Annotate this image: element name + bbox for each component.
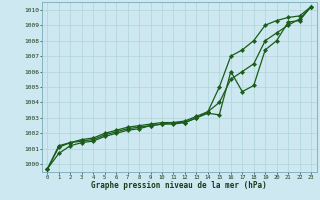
X-axis label: Graphe pression niveau de la mer (hPa): Graphe pression niveau de la mer (hPa)	[91, 181, 267, 190]
